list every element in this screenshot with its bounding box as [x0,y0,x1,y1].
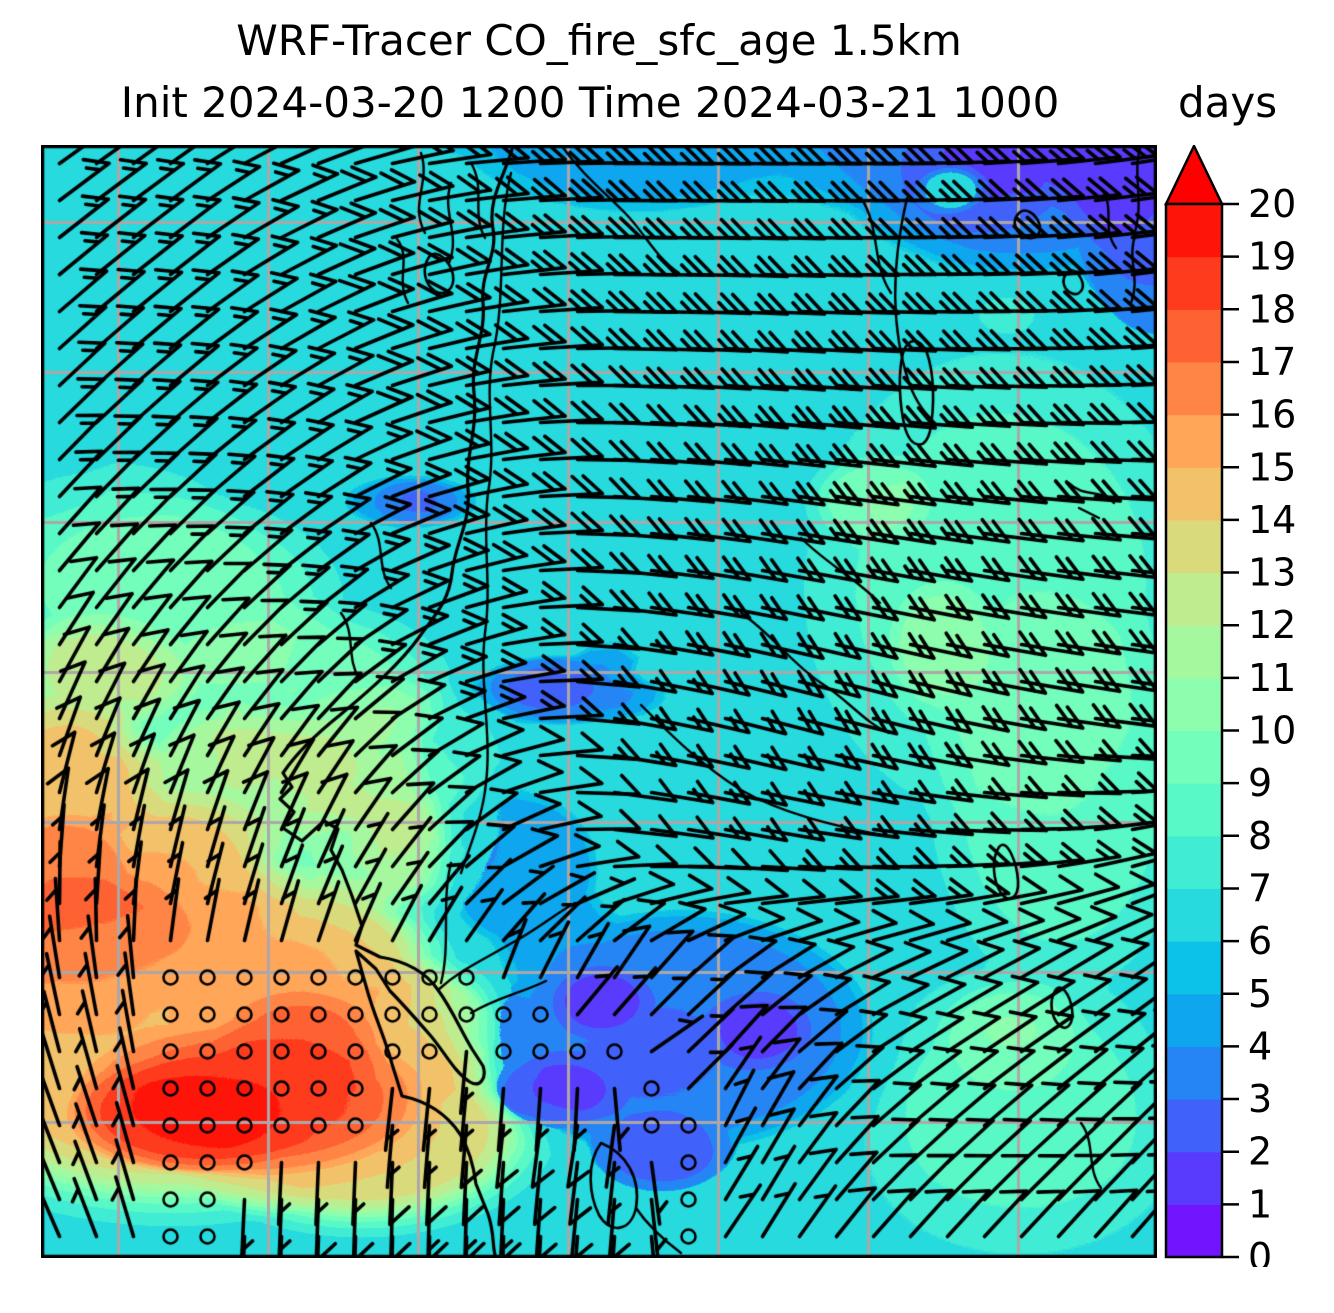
colorbar-tick-label: 18 [1248,287,1296,331]
figure-subtitle-init-valid-time: Init 2024-03-20 1200 Time 2024-03-21 100… [120,78,1060,127]
colorbar-segment [1166,467,1222,521]
colorbar-segment [1166,204,1222,258]
map-plot-area [41,145,1157,1258]
colorbar-tick-label: 20 [1248,182,1296,226]
colorbar-segment [1166,256,1222,310]
colorbar-segment [1166,1046,1222,1100]
colorbar-tick-label: 1 [1248,1182,1272,1226]
colorbar-units-label: days [1178,78,1278,127]
colorbar-tick-label: 5 [1248,972,1272,1016]
figure-title: WRF-Tracer CO_fire_sfc_age 1.5km [236,16,962,65]
colorbar-segment [1166,572,1222,626]
colorbar-tick-label: 3 [1248,1077,1272,1121]
colorbar-tick-label: 14 [1248,498,1296,542]
colorbar-tick-label: 7 [1248,866,1272,910]
colorbar-tick-label: 13 [1248,551,1296,595]
colorbar-segment [1166,309,1222,363]
colorbar-segment [1166,993,1222,1047]
colorbar-tick-label: 17 [1248,340,1296,384]
colorbar-segment [1166,835,1222,890]
colorbar-segment [1166,361,1222,416]
colorbar-segment [1166,1099,1222,1153]
colorbar-tick-label: 10 [1248,709,1296,753]
colorbar-tick-label: 11 [1248,656,1296,700]
colorbar-tick-label: 9 [1248,761,1272,805]
colorbar-segment [1166,888,1222,942]
colorbar-segment [1166,941,1222,995]
colorbar-segment [1166,414,1222,468]
colorbar-tick-label: 12 [1248,603,1296,647]
colorbar-segment [1166,730,1222,784]
colorbar-tick-label: 4 [1248,1024,1272,1068]
colorbar-segment [1166,677,1222,732]
colorbar-tick-label: 16 [1248,393,1296,437]
colorbar-over-arrow [1164,145,1224,206]
colorbar-segment [1166,783,1222,837]
colorbar-tick-label: 6 [1248,919,1272,963]
colorbar-segment [1166,1151,1222,1205]
colorbar-tick-label: 2 [1248,1130,1272,1174]
colorbar-tick-label: 8 [1248,814,1272,858]
colorbar-tick-label: 15 [1248,445,1296,489]
colorbar-segment [1166,625,1222,679]
colorbar-tick-label: 19 [1248,235,1296,279]
colorbar-segment [1166,1204,1222,1258]
colorbar-segment [1166,519,1222,574]
colorbar-tick-label: 0 [1248,1235,1272,1267]
